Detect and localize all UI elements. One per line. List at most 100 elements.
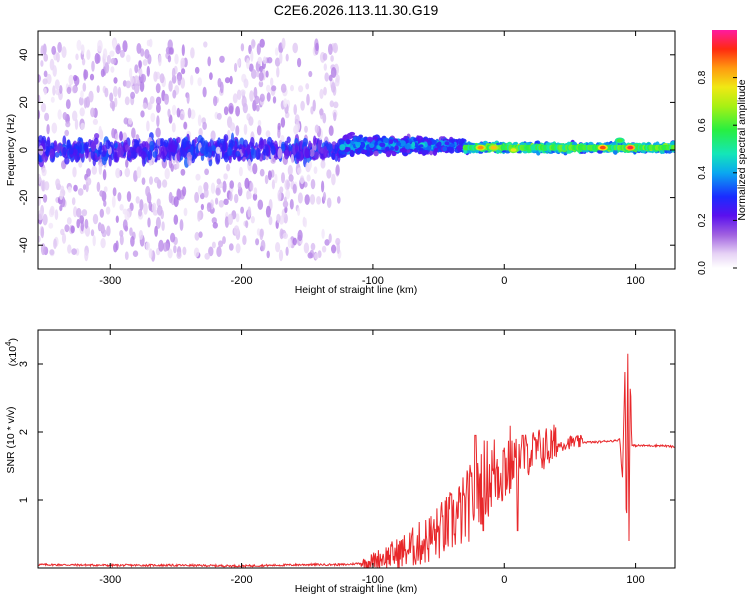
svg-text:(x104): (x104) xyxy=(4,338,19,366)
heatmap-cell xyxy=(117,86,122,99)
heatmap-cell xyxy=(75,53,79,61)
heatmap-cell xyxy=(175,162,180,170)
heatmap-cell xyxy=(597,149,603,154)
heatmap-cell xyxy=(96,54,101,64)
heatmap-cell xyxy=(204,168,210,176)
heatmap-cell xyxy=(404,143,411,150)
heatmap-cell xyxy=(284,206,288,214)
heatmap-cell xyxy=(168,80,173,92)
heatmap-cell xyxy=(265,205,271,218)
heatmap-cell xyxy=(281,37,286,50)
heatmap-cell xyxy=(281,141,286,149)
heatmap-cell xyxy=(672,144,675,151)
heatmap-cell xyxy=(448,147,455,154)
heatmap-cell xyxy=(250,146,254,155)
heatmap-cell xyxy=(176,149,181,162)
heatmap-cell xyxy=(158,54,162,67)
heatmap-cell xyxy=(138,60,142,69)
heatmap-peak-core xyxy=(616,138,623,143)
heatmap-cell xyxy=(235,213,240,223)
heatmap-y-label: Frequency (Hz) xyxy=(5,114,17,186)
heatmap-cell xyxy=(203,41,208,48)
heatmap-cell xyxy=(80,44,85,55)
heatmap-cell xyxy=(171,67,176,79)
heatmap-cell xyxy=(73,206,78,218)
heatmap-cell xyxy=(60,185,65,193)
heatmap-cell xyxy=(229,180,234,189)
heatmap-cell xyxy=(287,238,292,249)
heatmap-cell xyxy=(67,63,72,70)
heatmap-cell xyxy=(288,143,292,152)
snr-panel: -300 -200 -100 0 100 1 2 3 Height of straight … xyxy=(4,329,676,595)
heatmap-cell xyxy=(105,139,111,150)
heatmap-cell xyxy=(146,39,151,47)
heatmap-cell xyxy=(247,192,252,199)
heatmap-cell xyxy=(300,100,305,111)
heatmap-cell xyxy=(206,202,212,212)
heatmap-cell xyxy=(136,43,142,54)
heatmap-cell xyxy=(335,74,340,83)
heatmap-cell xyxy=(297,207,301,216)
heatmap-cell xyxy=(203,188,209,198)
heatmap-cell xyxy=(74,118,79,130)
heatmap-cell xyxy=(304,147,310,159)
heatmap-cell xyxy=(129,146,134,153)
heatmap-cell xyxy=(399,148,406,153)
heatmap-cell xyxy=(218,200,224,208)
colorbar-tick-label: 0.6 xyxy=(697,118,708,132)
heatmap-cell xyxy=(285,246,289,256)
heatmap-cell xyxy=(333,101,339,109)
heatmap-cell xyxy=(342,135,348,142)
heatmap-cell xyxy=(147,217,151,228)
heatmap-cell xyxy=(115,44,121,55)
heatmap-cell xyxy=(208,158,213,167)
heatmap-cell xyxy=(38,173,42,185)
heatmap-cell xyxy=(250,216,255,224)
heatmap-cell xyxy=(56,52,60,63)
heatmap-cell xyxy=(252,163,258,175)
heatmap-cell xyxy=(292,183,297,194)
heatmap-cell xyxy=(415,145,420,151)
heatmap-cell xyxy=(64,224,70,233)
heatmap-cell xyxy=(219,81,224,94)
heatmap-cell xyxy=(81,58,86,66)
heatmap-cell xyxy=(194,191,200,204)
heatmap-cell xyxy=(207,146,212,159)
heatmap-cell xyxy=(167,248,173,259)
heatmap-peak-core xyxy=(627,145,634,150)
heatmap-cell xyxy=(252,193,258,201)
heatmap-cell xyxy=(215,187,221,196)
heatmap-cell xyxy=(279,228,284,240)
heatmap-cell xyxy=(86,168,91,177)
heatmap-cell xyxy=(76,218,80,229)
heatmap-cell xyxy=(144,49,150,59)
heatmap-cell xyxy=(219,55,225,63)
heatmap-cell xyxy=(42,78,48,85)
heatmap-cell xyxy=(331,244,337,254)
heatmap-cell xyxy=(360,149,368,155)
heatmap-cell xyxy=(283,98,288,108)
heatmap-cell xyxy=(222,180,227,193)
heatmap-cell xyxy=(38,94,41,104)
heatmap-cell xyxy=(307,252,313,259)
heatmap-cell xyxy=(41,167,47,177)
heatmap-cell xyxy=(247,206,252,218)
heatmap-cell xyxy=(242,235,247,246)
heatmap-peak-core xyxy=(477,145,484,150)
heatmap-cell xyxy=(314,124,320,134)
heatmap-peak-core xyxy=(599,145,606,150)
heatmap-cell xyxy=(42,213,48,226)
heatmap-cell xyxy=(209,72,213,80)
heatmap-cell xyxy=(104,87,109,98)
x-tick-label: 100 xyxy=(626,574,644,586)
heatmap-cell xyxy=(160,151,165,160)
heatmap-cell xyxy=(150,112,156,123)
heatmap-cell xyxy=(103,200,107,207)
colorbar-ticks: 0.0 0.2 0.4 0.6 0.8 xyxy=(697,70,737,275)
heatmap-cell xyxy=(76,207,82,218)
heatmap-cell xyxy=(66,217,72,225)
heatmap-cell xyxy=(117,192,122,202)
heatmap-cell xyxy=(211,145,217,152)
heatmap-cell xyxy=(281,172,285,184)
heatmap-cell xyxy=(377,145,382,150)
